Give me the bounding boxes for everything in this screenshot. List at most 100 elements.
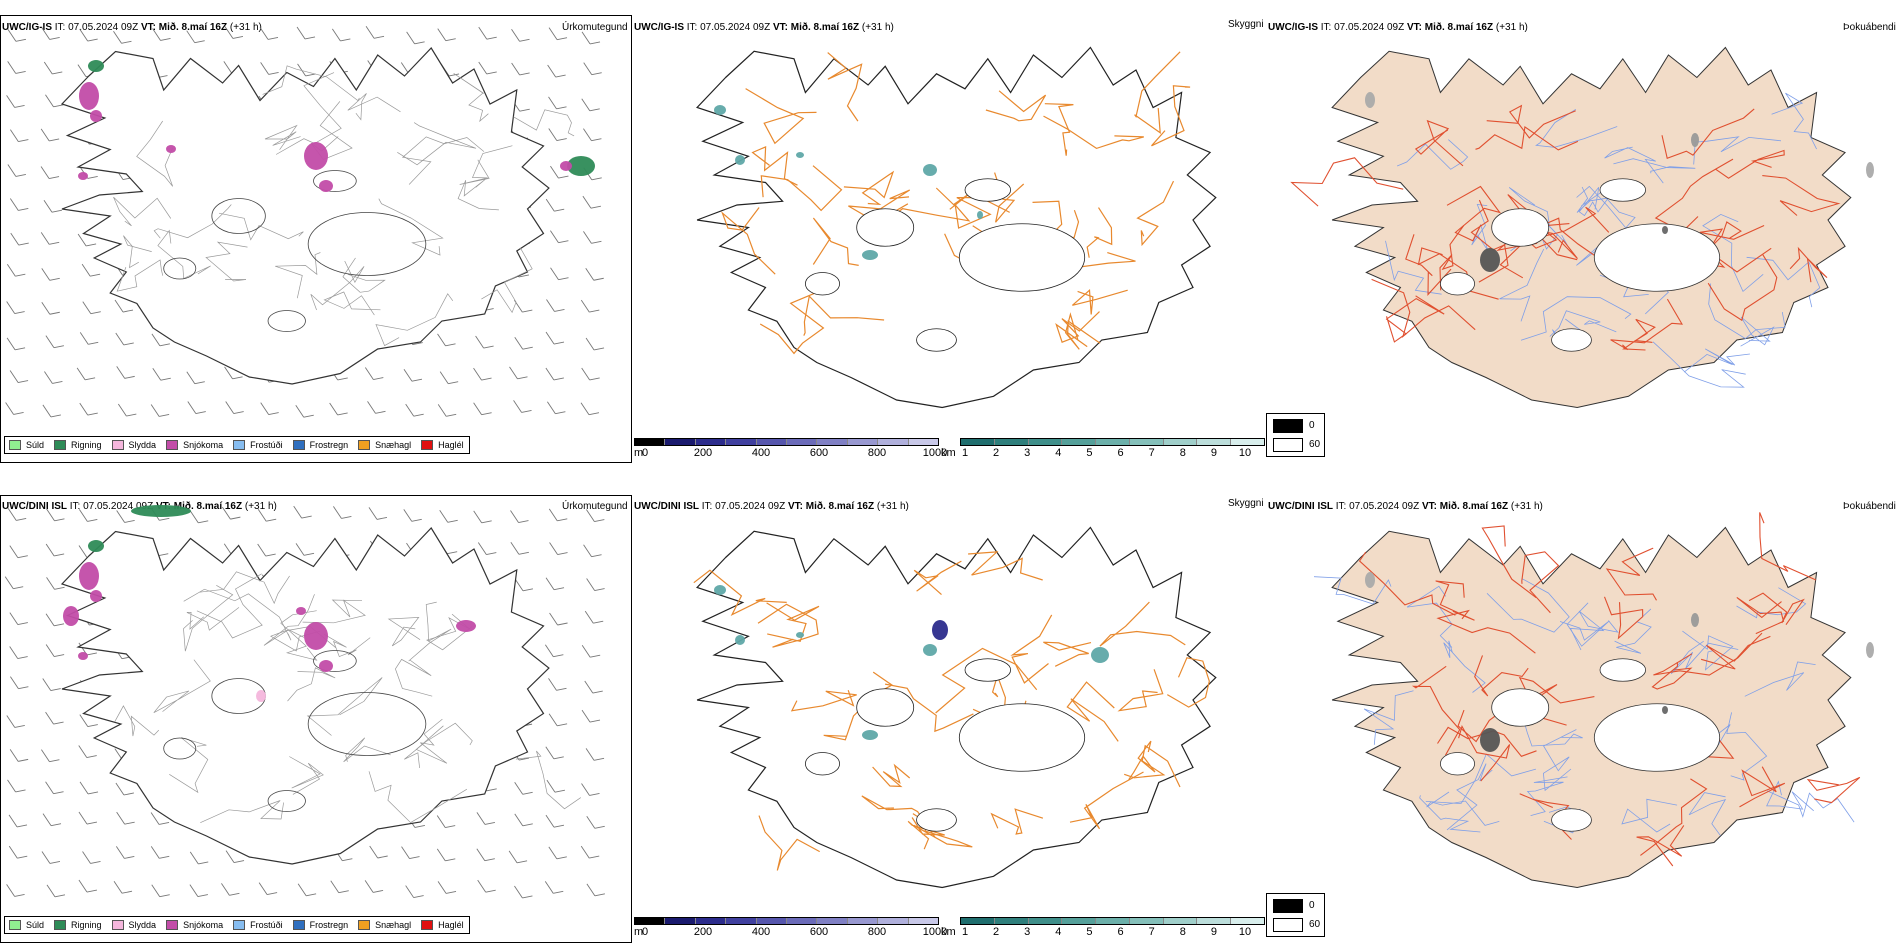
legend-swatch [9, 920, 21, 930]
wind-barb-icon [40, 232, 60, 245]
wind-barb-icon [548, 713, 568, 727]
road-line [347, 93, 401, 121]
wind-barb-icon [78, 509, 98, 522]
wind-barb-icon [585, 337, 605, 351]
fog-legend-swatch [1273, 419, 1303, 433]
legend-label: Frostregn [309, 920, 349, 930]
glacier-outline [267, 790, 306, 812]
road-line [1520, 296, 1632, 341]
wind-barb-icon [8, 814, 28, 828]
wind-barb-icon [437, 28, 456, 42]
road-line [1699, 224, 1772, 273]
glacier-outline [1439, 272, 1475, 296]
road-line [1518, 676, 1595, 704]
wind-barb-icon [437, 881, 457, 894]
wind-barb-icon [41, 749, 60, 763]
it-value: 07.05.2024 09Z [700, 22, 771, 33]
vt-value: Mið. 8.maí 16Z [805, 501, 875, 512]
fog-area [1480, 728, 1500, 752]
wind-barb-icon [365, 26, 385, 39]
road-line [757, 603, 819, 648]
colorbar-tick: 400 [751, 926, 771, 938]
it-label: IT: [1335, 501, 1347, 512]
cloud-base-colorbar [634, 917, 939, 925]
road-line [1789, 246, 1828, 283]
legend-label: Snæhagl [375, 920, 412, 930]
wind-barb-icon [6, 301, 25, 314]
glacier-outline [916, 808, 957, 832]
road-line [745, 88, 817, 145]
colorbar-segment [726, 918, 757, 924]
road-line [262, 65, 360, 102]
wind-barb-icon [550, 230, 569, 244]
wind-barb-icon [45, 543, 65, 557]
road-line [1475, 125, 1579, 151]
road-line [1688, 792, 1727, 836]
wind-barb-icon [9, 198, 29, 211]
wind-barb-icon [46, 577, 65, 590]
it-value: 07.05.2024 09Z [1334, 22, 1405, 33]
glacier-outline [804, 272, 840, 296]
wind-barb-icon [549, 542, 568, 555]
legend-label: Haglél [438, 920, 464, 930]
wind-barb-icon [514, 782, 533, 795]
legend-swatch [166, 920, 179, 930]
wind-barb-icon [41, 27, 60, 40]
colorbar-segment [847, 918, 879, 924]
road-line [812, 217, 859, 266]
road-line [759, 291, 825, 355]
colorbar-segment [1197, 918, 1232, 924]
precip-area [319, 660, 333, 672]
wind-barb-icon [225, 850, 245, 864]
wind-barb-icon [4, 576, 24, 590]
colorbar-tick: 0 [641, 447, 649, 459]
road-line [280, 610, 318, 661]
colorbar-tick: 10 [1238, 447, 1252, 459]
colorbar-segment [1028, 918, 1063, 924]
wind-barb-icon [581, 644, 601, 658]
wind-barb-icon [510, 510, 529, 523]
visibility-colorbar [960, 438, 1265, 446]
road-line [1069, 771, 1144, 830]
wind-barb-icon [437, 333, 456, 347]
road-line [751, 145, 798, 186]
colorbar-segment [1096, 439, 1130, 445]
road-line [1739, 766, 1786, 808]
iceland-outline-icon [60, 527, 550, 865]
precip-area [90, 590, 102, 602]
legend-label: Frostúði [250, 440, 283, 450]
panel-title-precip: Úrkomutegund [562, 22, 628, 33]
fog-legend-swatch [1273, 899, 1303, 913]
legend-item: Snæhagl [358, 920, 411, 930]
wind-barb-icon [79, 28, 98, 42]
wind-barb-icon [225, 401, 244, 414]
wind-barb-icon [581, 367, 600, 381]
wind-barb-icon [401, 846, 420, 860]
wind-barb-icon [544, 881, 564, 894]
road-line [1605, 547, 1657, 601]
visibility-area [796, 152, 804, 158]
wind-barb-icon [583, 62, 602, 76]
wind-barb-icon [42, 404, 61, 418]
fog-map [1290, 46, 1874, 409]
panel-title-precip: Úrkomutegund [562, 501, 628, 512]
iceland-outline-icon [696, 526, 1217, 889]
road-line [459, 145, 513, 185]
lead-time: (+31 h) [1495, 22, 1528, 33]
glacier-outline [267, 310, 306, 332]
row-dini: UWC/DINI ISL IT: 07.05.2024 09Z VT: Mið.… [0, 480, 1900, 950]
wind-barb-icon [115, 332, 134, 346]
colorbar-segment [817, 918, 848, 924]
road-line [368, 771, 468, 824]
wind-barb-icon [475, 335, 494, 349]
wind-barb-icon [584, 610, 604, 624]
road-line [513, 109, 575, 137]
colorbar-tick: 400 [751, 447, 771, 459]
wind-barb-icon [224, 366, 243, 380]
glacier-outline [313, 650, 357, 672]
wind-barb-icon [513, 299, 533, 313]
wind-barb-icon [583, 128, 602, 142]
precip-legend: Súld Rigning Slydda Snjókoma Frostúði Frostre… [4, 436, 470, 454]
road-line [1166, 657, 1210, 708]
wind-barb-icon [586, 883, 605, 897]
